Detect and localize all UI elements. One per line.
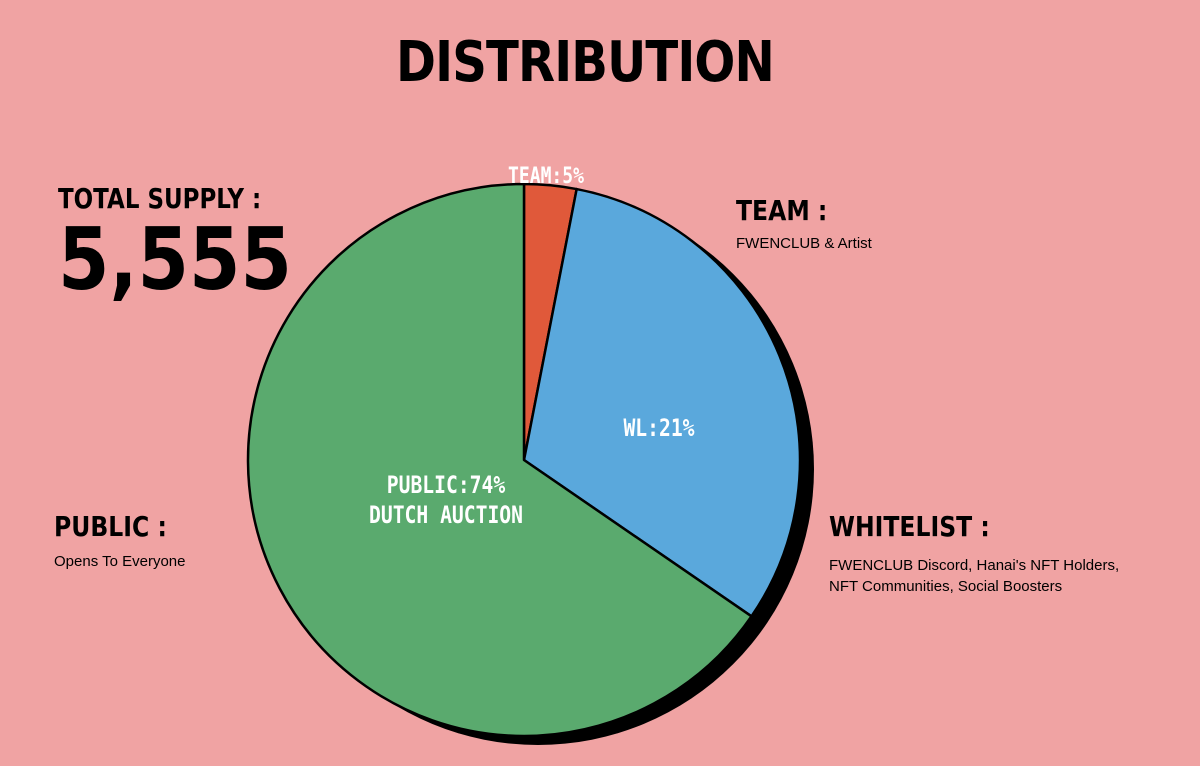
whitelist-description-line-2: NFT Communities, Social Boosters bbox=[829, 578, 1063, 595]
pie-label-wl: WL:21% bbox=[623, 415, 695, 442]
total-supply-value: 5,555 bbox=[58, 210, 292, 310]
public-heading: PUBLIC : bbox=[54, 510, 167, 543]
total-supply-label: TOTAL SUPPLY : bbox=[58, 182, 262, 215]
whitelist-heading: WHITELIST : bbox=[829, 510, 990, 543]
pie-slice-public bbox=[246, 182, 753, 738]
whitelist-description-line-1: FWENCLUB Discord, Hanai's NFT Holders, bbox=[829, 557, 1120, 574]
whitelist-description: FWENCLUB Discord, Hanai's NFT Holders, N… bbox=[829, 555, 1119, 597]
page-title: DISTRIBUTION bbox=[396, 30, 775, 95]
pie-slice-wl bbox=[522, 187, 802, 618]
pie-label-public-line-2: DUTCH AUCTION bbox=[369, 502, 523, 529]
pie-label-public: PUBLIC:74% bbox=[387, 472, 506, 499]
team-heading: TEAM : bbox=[736, 194, 828, 227]
pie-label-team: TEAM:5% bbox=[508, 162, 584, 188]
public-description: Opens To Everyone bbox=[54, 553, 186, 570]
team-description: FWENCLUB & Artist bbox=[736, 235, 872, 252]
